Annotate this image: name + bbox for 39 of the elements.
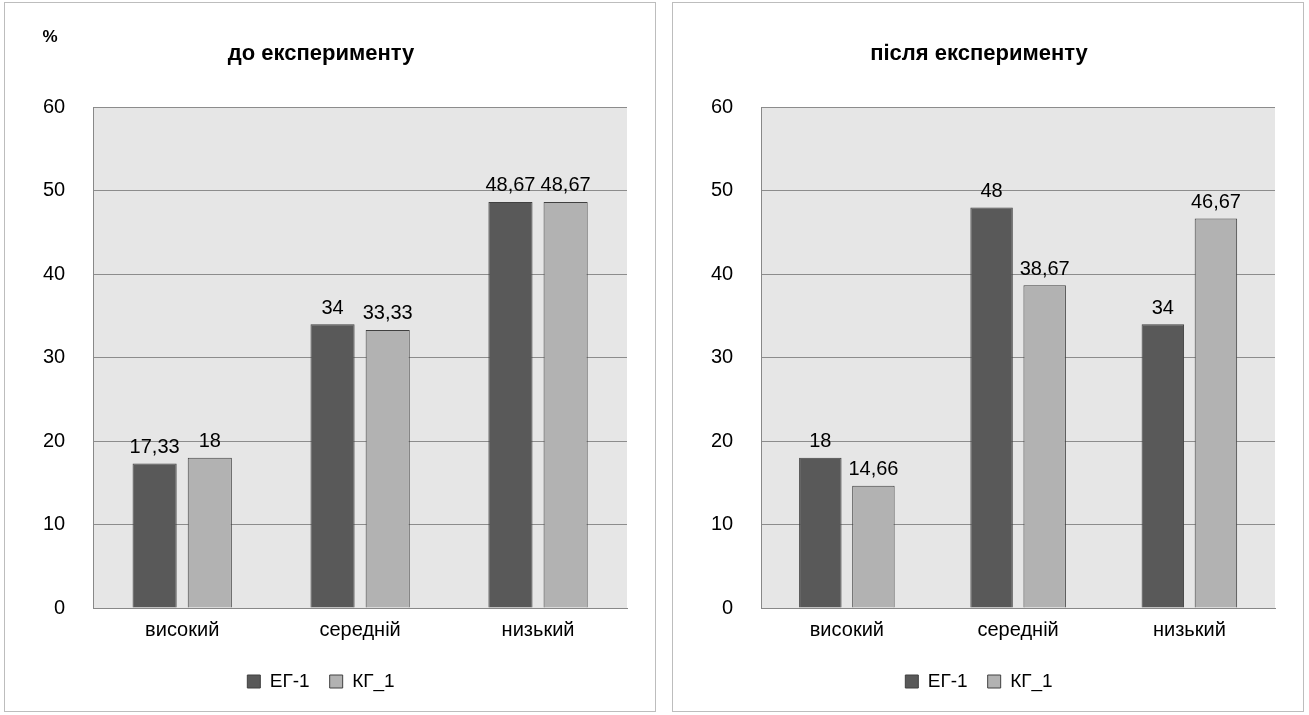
- data-label: 33,33: [362, 301, 413, 324]
- legend-label: КГ_1: [352, 669, 395, 692]
- y-tick-label: 40: [43, 261, 66, 284]
- data-label: 48,67: [540, 173, 591, 196]
- legend-label: ЕГ-1: [269, 669, 310, 691]
- x-tick-label: середній: [977, 617, 1059, 640]
- chart-title: до експерименту: [227, 40, 416, 66]
- y-tick-label: 50: [43, 178, 66, 201]
- x-tick-label: високий: [809, 617, 884, 640]
- x-tick-label: середній: [319, 617, 401, 640]
- y-tick-label: 60: [43, 94, 66, 117]
- data-label: 18: [198, 429, 221, 452]
- chart-title: після експерименту: [870, 40, 1089, 66]
- data-label: 48: [980, 179, 1003, 202]
- x-tick-label: низький: [1152, 617, 1226, 640]
- data-label: 46,67: [1190, 190, 1241, 213]
- legend-label: ЕГ-1: [927, 669, 968, 691]
- data-label: 34: [321, 295, 344, 318]
- data-label: 48,67: [485, 173, 536, 196]
- legend-label: КГ_1: [1010, 669, 1053, 692]
- y-tick-label: 20: [43, 428, 66, 451]
- y-tick-label: 20: [711, 428, 734, 451]
- data-label: 34: [1151, 295, 1174, 318]
- y-tick-label: 30: [711, 345, 734, 368]
- x-tick-label: високий: [145, 617, 220, 640]
- data-label: 17,33: [129, 434, 180, 457]
- y-tick-label: 0: [54, 595, 66, 618]
- y-tick-label: 10: [43, 512, 66, 535]
- y-axis-title: %: [42, 26, 58, 46]
- y-tick-label: 40: [711, 261, 734, 284]
- data-label: 38,67: [1019, 256, 1070, 279]
- y-tick-label: 0: [722, 595, 734, 618]
- y-tick-label: 10: [711, 512, 734, 535]
- data-label: 14,66: [848, 457, 899, 480]
- y-tick-label: 60: [711, 94, 734, 117]
- y-tick-label: 30: [43, 345, 66, 368]
- y-tick-label: 50: [711, 178, 734, 201]
- data-label: 18: [809, 429, 832, 452]
- x-tick-label: низький: [501, 617, 575, 640]
